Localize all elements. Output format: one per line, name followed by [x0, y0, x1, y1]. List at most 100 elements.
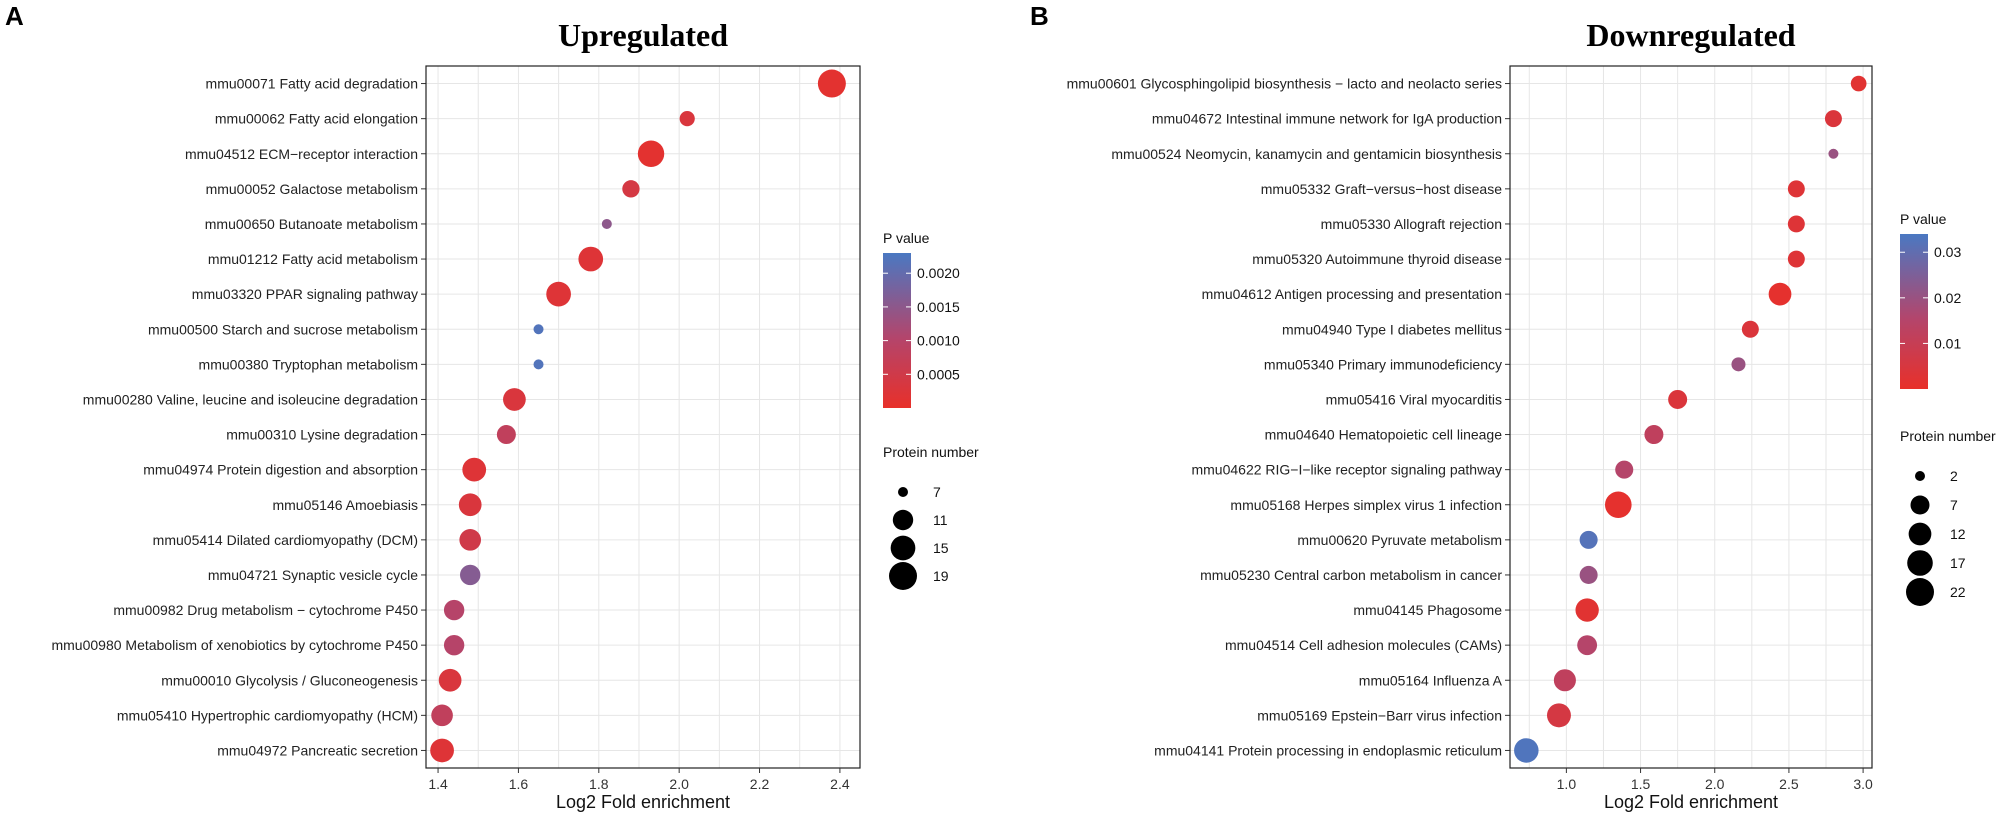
size-legend-label-b: 22 — [1950, 584, 1966, 600]
category-label-b: mmu05168 Herpes simplex virus 1 infectio… — [1230, 497, 1502, 513]
colorbar-tick-label-b: 0.02 — [1934, 290, 1961, 306]
category-label-b: mmu05330 Allograft rejection — [1321, 216, 1502, 232]
colorbar-tick-label-a: 0.0010 — [917, 333, 960, 349]
data-point-a — [438, 668, 462, 692]
data-point-a — [496, 425, 516, 445]
category-label-a: mmu04974 Protein digestion and absorptio… — [143, 462, 418, 478]
data-point-a — [459, 529, 482, 551]
data-point-b — [1615, 460, 1634, 479]
data-point-a — [817, 69, 846, 98]
size-legend-label-b: 7 — [1950, 497, 1958, 513]
category-label-a: mmu00052 Galactose metabolism — [206, 181, 418, 197]
data-point-a — [546, 281, 571, 307]
x-tick-label-b: 2.0 — [1705, 776, 1725, 792]
x-tick-label-b: 1.5 — [1631, 776, 1651, 792]
data-point-a — [503, 388, 526, 411]
category-label-a: mmu05410 Hypertrophic cardiomyopathy (HC… — [117, 707, 418, 723]
data-point-b — [1605, 491, 1632, 519]
size-legend-label-a: 15 — [933, 540, 949, 556]
data-point-b — [1850, 75, 1867, 92]
data-point-a — [431, 704, 453, 727]
data-point-b — [1824, 110, 1842, 128]
category-label-a: mmu00980 Metabolism of xenobiotics by cy… — [51, 637, 418, 653]
category-label-b: mmu04612 Antigen processing and presenta… — [1202, 286, 1502, 302]
pvalue-legend-title-a: P value — [883, 230, 930, 246]
category-label-b: mmu00524 Neomycin, kanamycin and gentami… — [1111, 146, 1502, 162]
category-label-b: mmu04514 Cell adhesion molecules (CAMs) — [1225, 637, 1502, 653]
category-label-a: mmu00280 Valine, leucine and isoleucine … — [83, 391, 418, 407]
size-legend-label-a: 11 — [933, 512, 948, 528]
x-tick-label-a: 1.4 — [428, 776, 448, 792]
category-label-a: mmu00071 Fatty acid degradation — [206, 76, 418, 92]
grid-b — [1510, 66, 1872, 768]
data-point-b — [1546, 703, 1571, 728]
size-legend-dot-b — [1915, 471, 1925, 481]
x-axis-label-b: Log2 Fold enrichment — [1604, 792, 1778, 812]
plot-frame-b — [1509, 65, 1873, 769]
data-point-a — [622, 180, 640, 198]
category-label-a: mmu00982 Drug metabolism − cytochrome P4… — [113, 602, 418, 618]
size-legend-dot-a — [889, 562, 917, 590]
data-point-a — [430, 738, 454, 763]
points-a — [430, 69, 846, 763]
category-label-a: mmu04972 Pancreatic secretion — [217, 742, 418, 758]
category-label-b: mmu05340 Primary immunodeficiency — [1264, 356, 1502, 372]
size-legend-label-b: 17 — [1950, 555, 1966, 571]
category-label-b: mmu05416 Viral myocarditis — [1326, 391, 1502, 407]
data-point-b — [1514, 738, 1539, 763]
pvalue-legend-ticks-b: 0.01 0.02 0.03 — [1900, 244, 1961, 351]
size-legend-label-a: 7 — [933, 484, 941, 500]
colorbar-tick-label-a: 0.0020 — [917, 265, 960, 281]
x-tick-label-a: 1.6 — [509, 776, 529, 792]
size-legend-dot-b — [1908, 522, 1932, 546]
category-label-b: mmu05332 Graft−versus−host disease — [1261, 181, 1502, 197]
size-legend-label-b: 12 — [1950, 526, 1966, 542]
data-point-a — [462, 457, 487, 482]
data-point-a — [601, 218, 612, 229]
category-label-b: mmu05169 Epstein−Barr virus infection — [1257, 707, 1502, 723]
category-label-a: mmu04721 Synaptic vesicle cycle — [208, 567, 418, 583]
data-point-b — [1668, 389, 1688, 409]
colorbar-tick-label-a: 0.0005 — [917, 366, 960, 382]
category-label-a: mmu00310 Lysine degradation — [226, 427, 418, 443]
x-tick-label-a: 2.2 — [750, 776, 770, 792]
category-label-b: mmu04145 Phagosome — [1353, 602, 1502, 618]
data-point-a — [533, 324, 544, 335]
x-tick-label-a: 2.0 — [669, 776, 689, 792]
category-label-b: mmu00620 Pyruvate metabolism — [1297, 532, 1502, 548]
data-point-b — [1579, 565, 1598, 584]
colorbar-tick-label-a: 0.0015 — [917, 299, 960, 315]
x-tick-label-a: 2.4 — [830, 776, 850, 792]
pvalue-legend-title-b: P value — [1900, 211, 1947, 227]
x-tick-label-b: 3.0 — [1853, 776, 1873, 792]
panel-b: B Downregulated mmu00601 Glycosphingolip… — [1030, 1, 1996, 812]
category-label-a: mmu00010 Glycolysis / Gluconeogenesis — [161, 672, 418, 688]
category-label-a: mmu05414 Dilated cardiomyopathy (DCM) — [153, 532, 418, 548]
data-point-a — [533, 359, 544, 370]
data-point-b — [1575, 598, 1599, 622]
size-legend-title-b: Protein number — [1900, 428, 1996, 444]
size-legend-b: 2 7 12 17 22 — [1906, 468, 1966, 606]
category-label-b: mmu04940 Type I diabetes mellitus — [1282, 321, 1502, 337]
size-legend-a: 7 11 15 19 — [889, 484, 949, 590]
data-point-a — [578, 246, 604, 272]
category-label-b: mmu00601 Glycosphingolipid biosynthesis … — [1067, 76, 1502, 92]
colorbar-tick-label-b: 0.01 — [1934, 335, 1961, 351]
category-label-a: mmu01212 Fatty acid metabolism — [208, 251, 418, 267]
category-labels-b: mmu00601 Glycosphingolipid biosynthesis … — [1067, 76, 1510, 758]
x-tick-label-b: 1.0 — [1557, 776, 1577, 792]
chart-title-a: Upregulated — [558, 17, 728, 53]
size-legend-dot-a — [892, 509, 914, 531]
data-point-a — [458, 493, 482, 517]
chart-title-b: Downregulated — [1586, 17, 1795, 53]
data-point-b — [1579, 530, 1598, 549]
size-legend-dot-a — [898, 487, 908, 497]
panel-label-b: B — [1030, 1, 1049, 31]
data-point-b — [1787, 180, 1805, 198]
size-legend-dot-a — [890, 535, 916, 561]
pvalue-legend-ticks-a: 0.0005 0.0010 0.0015 0.0020 — [883, 265, 960, 382]
data-point-b — [1828, 148, 1839, 159]
data-point-b — [1577, 635, 1598, 656]
size-legend-dot-b — [1906, 578, 1934, 606]
